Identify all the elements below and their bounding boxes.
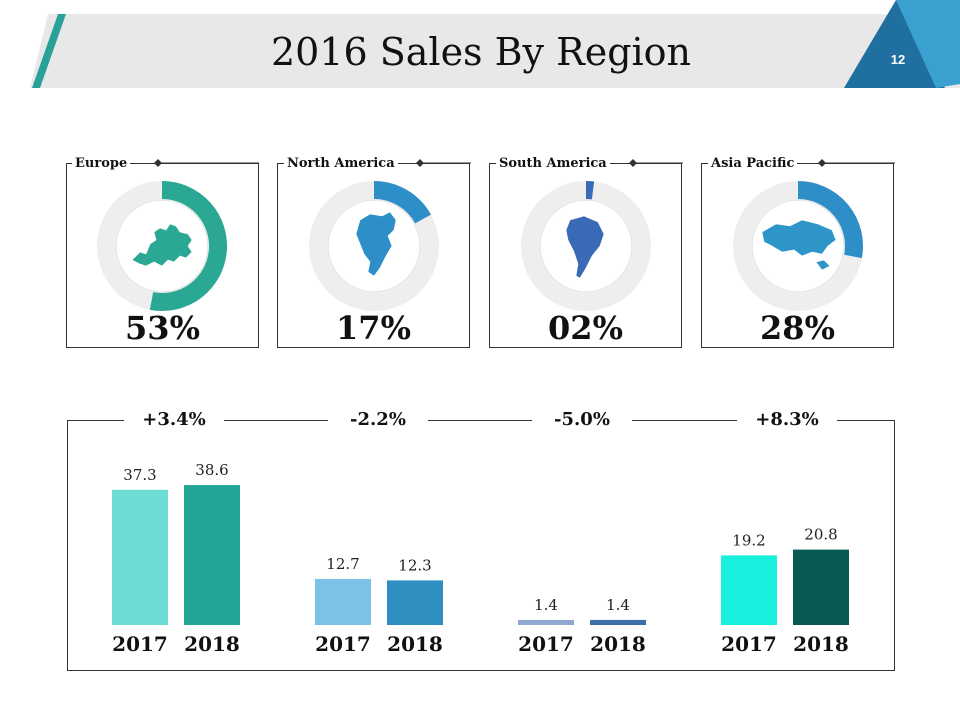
donut-inner-ring xyxy=(327,199,421,293)
asia-pacific-map-icon xyxy=(761,219,837,271)
region-label-south-america: South America xyxy=(496,156,610,172)
title-banner xyxy=(30,0,960,88)
diamond-marker-icon xyxy=(818,159,826,167)
north-america-map-icon xyxy=(355,211,397,277)
page-number: 12 xyxy=(890,52,906,67)
south-america-connector xyxy=(629,159,683,167)
region-share-south-america: 02% xyxy=(548,309,623,347)
donut-value-arc xyxy=(149,181,227,311)
bar-chart-frame xyxy=(67,420,895,671)
donut-value-arc xyxy=(797,181,863,259)
donut-inner-ring xyxy=(751,199,845,293)
donut-south-america xyxy=(521,181,651,311)
change-label-north-america: -2.2% xyxy=(328,408,428,432)
donut-inner-ring xyxy=(539,199,633,293)
corner-dark-triangle xyxy=(844,0,945,88)
region-share-asia-pacific: 28% xyxy=(760,309,835,347)
region-label-europe: Europe xyxy=(72,156,131,172)
panel-connectors xyxy=(154,159,895,167)
europe-map-icon xyxy=(131,223,193,267)
region-share-north-america: 17% xyxy=(336,309,411,347)
donut-europe xyxy=(97,181,227,311)
corner-light-triangle xyxy=(896,0,960,88)
title-banner-bg xyxy=(30,14,960,88)
diamond-marker-icon xyxy=(416,159,424,167)
north-america-connector xyxy=(416,159,471,167)
diamond-marker-icon xyxy=(629,159,637,167)
change-label-europe: +3.4% xyxy=(124,408,224,432)
region-share-europe: 53% xyxy=(125,309,200,347)
page-title: 2016 Sales By Region xyxy=(270,30,692,74)
donut-north-america xyxy=(309,181,439,311)
change-label-asia-pacific: +8.3% xyxy=(737,408,837,432)
donut-inner-ring xyxy=(115,199,209,293)
south-america-map-icon xyxy=(565,215,605,279)
region-label-asia-pacific: Asia Pacific xyxy=(708,156,798,172)
diamond-marker-icon xyxy=(154,159,162,167)
donut-asia-pacific xyxy=(733,181,863,311)
change-label-south-america: -5.0% xyxy=(532,408,632,432)
donut-value-arc xyxy=(373,181,431,224)
title-accent-stripe xyxy=(32,14,66,88)
asia-pacific-connector xyxy=(818,159,895,167)
region-label-north-america: North America xyxy=(284,156,398,172)
europe-connector xyxy=(154,159,259,167)
region-panel-asia-pacific xyxy=(701,163,894,348)
